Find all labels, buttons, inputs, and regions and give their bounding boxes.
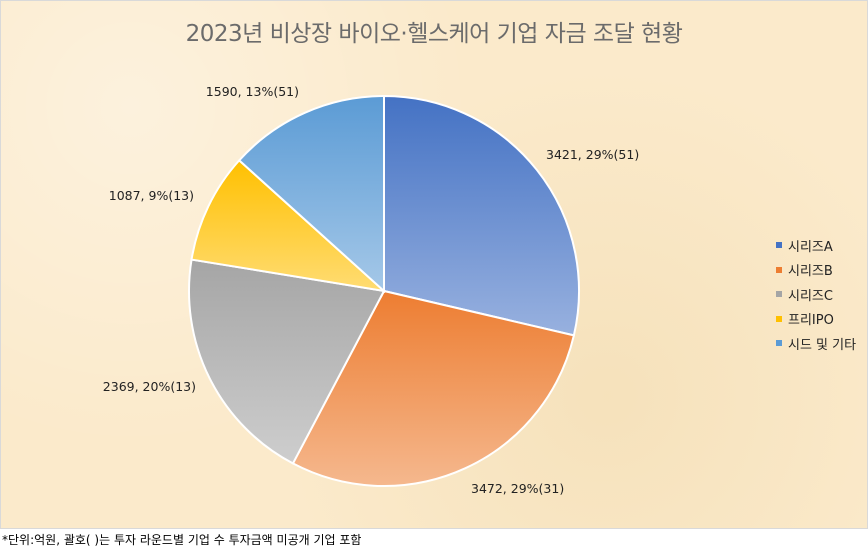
chart-title: 2023년 비상장 바이오·헬스케어 기업 자금 조달 현황 xyxy=(185,21,683,47)
legend-item-3: 시리즈C xyxy=(776,282,856,307)
data-label-1: 3421, 29%(51) xyxy=(546,147,639,162)
legend-label: 시리즈B xyxy=(788,264,833,280)
data-label-2: 3472, 29%(31) xyxy=(471,481,564,496)
legend-swatch xyxy=(776,315,782,322)
legend-item-4: 프리IPO xyxy=(776,307,856,332)
pie-slice-2 xyxy=(291,289,576,487)
pie-slice-1 xyxy=(383,94,580,337)
legend-swatch xyxy=(776,242,782,249)
legend-label: 시리즈A xyxy=(788,239,833,255)
legend-swatch xyxy=(776,291,782,298)
legend-label: 시드 및 기타 xyxy=(788,337,857,353)
chart-area: 2023년 비상장 바이오·헬스케어 기업 자금 조달 현황 3421, 29%… xyxy=(0,0,868,529)
legend-label: 프리IPO xyxy=(788,313,834,329)
data-label-4: 1087, 9%(13) xyxy=(109,188,194,203)
legend-swatch xyxy=(776,340,782,347)
data-label-5: 1590, 13%(51) xyxy=(206,84,299,99)
data-label-3: 2369, 20%(13) xyxy=(103,379,196,394)
legend-swatch xyxy=(776,266,782,273)
pie-slice-4 xyxy=(190,158,388,293)
pie-slice-3 xyxy=(188,258,386,465)
legend: 시리즈A 시리즈B 시리즈C 프리IPO 시드 및 기타 xyxy=(776,233,856,356)
pie-chart: 3421, 29%(51) 3472, 29%(31) 2369, 20%(13) 1… xyxy=(103,84,639,496)
legend-item-5: 시드 및 기타 xyxy=(776,331,856,356)
legend-label: 시리즈C xyxy=(788,288,833,304)
footnote: *단위:억원, 괄호( )는 투자 라운드별 기업 수 투자금액 미공개 기업 … xyxy=(2,533,362,547)
legend-item-1: 시리즈A xyxy=(776,233,856,258)
legend-item-2: 시리즈B xyxy=(776,258,856,283)
pie-slice-5 xyxy=(237,94,385,294)
